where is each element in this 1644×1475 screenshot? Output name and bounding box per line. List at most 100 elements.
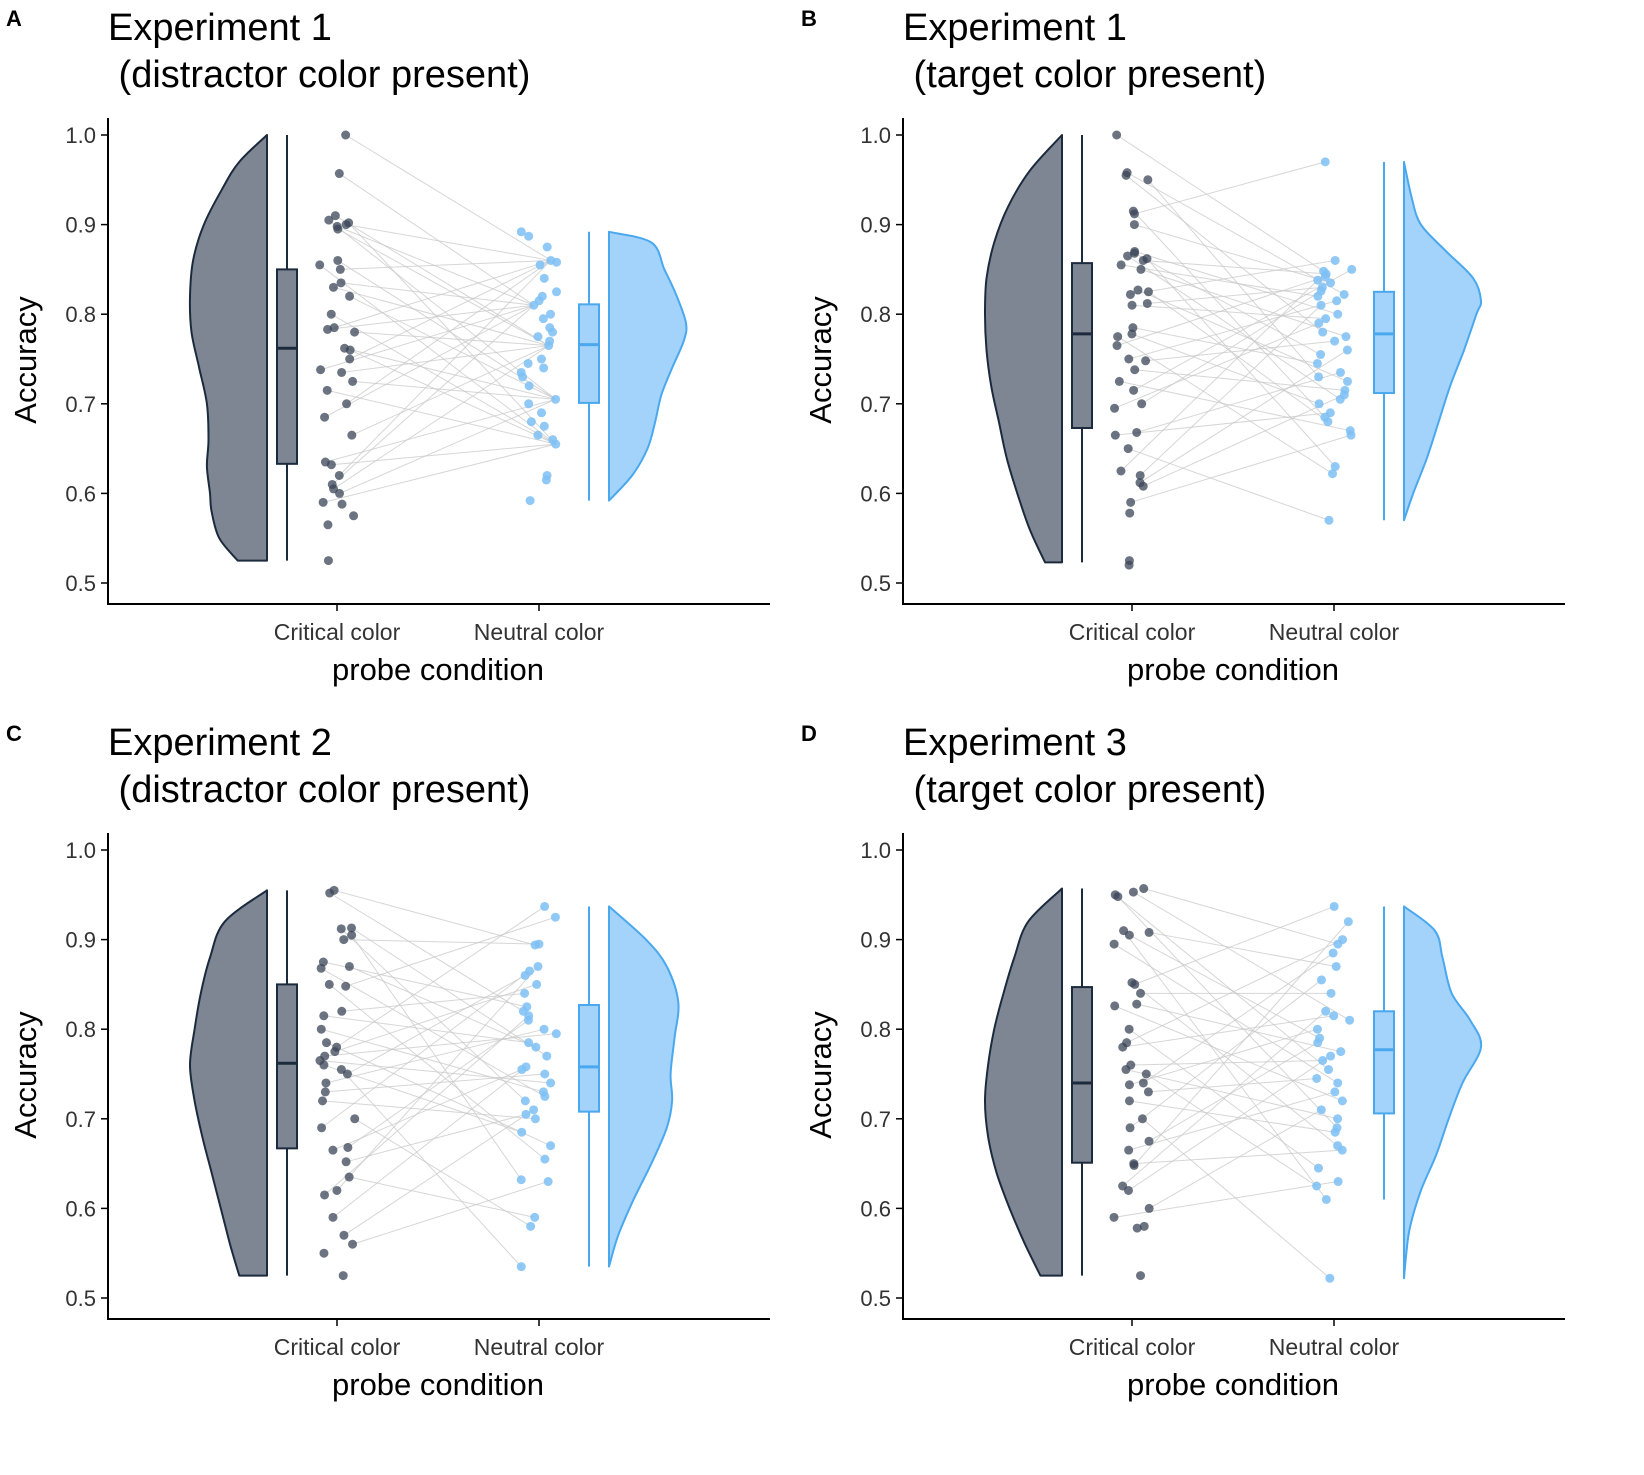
pair-line — [346, 260, 552, 405]
data-point-critical — [347, 923, 357, 933]
data-point-neutral — [518, 372, 528, 382]
data-point-critical — [324, 215, 334, 225]
pair-line — [1146, 258, 1336, 467]
pair-line — [1128, 1091, 1335, 1151]
pair-line — [1117, 896, 1338, 1129]
chart-title-line2: (distractor color present) — [108, 769, 530, 811]
data-point-neutral — [530, 940, 540, 950]
data-point-critical — [1110, 403, 1120, 413]
data-point-neutral — [529, 1105, 539, 1115]
data-point-neutral — [1336, 367, 1346, 377]
data-point-neutral — [538, 314, 548, 324]
pair-line — [1129, 934, 1320, 1039]
violin-critical — [189, 889, 268, 1277]
data-point-neutral — [1336, 1047, 1346, 1057]
chart-title-line1: Experiment 1 — [108, 7, 332, 49]
data-point-critical — [333, 255, 343, 265]
data-point-critical — [1132, 1223, 1142, 1233]
pair-line — [325, 1073, 545, 1093]
pair-line — [349, 259, 552, 360]
pair-line — [343, 1109, 534, 1236]
pair-line — [337, 228, 549, 346]
data-point-critical — [1139, 1221, 1149, 1231]
data-point-critical — [348, 376, 358, 386]
data-point-neutral — [1326, 988, 1336, 998]
points-critical — [1110, 130, 1153, 570]
data-point-neutral — [524, 381, 534, 391]
pair-line — [325, 1028, 545, 1084]
data-point-critical — [1133, 285, 1143, 295]
panel-label: A — [6, 6, 22, 31]
data-point-neutral — [533, 332, 543, 342]
pair-line — [354, 1118, 531, 1227]
x-tick-label: Neutral color — [474, 619, 605, 645]
y-tick-label: 0.9 — [65, 213, 96, 238]
data-point-neutral — [1343, 917, 1353, 927]
boxplot-neutral — [578, 231, 600, 501]
box-iqr — [1071, 986, 1093, 1164]
pair-line — [1145, 340, 1335, 362]
data-point-neutral — [1318, 1056, 1328, 1066]
box-iqr — [1373, 290, 1395, 395]
points-critical — [1109, 884, 1154, 1281]
data-point-critical — [1138, 255, 1148, 265]
pair-line — [1136, 371, 1341, 433]
panel-label: C — [6, 721, 22, 746]
data-point-critical — [1137, 1114, 1147, 1124]
data-point-critical — [1144, 1136, 1154, 1146]
pair-line — [349, 295, 556, 400]
data-point-neutral — [520, 1096, 530, 1106]
panel-a: A Experiment 1 (distractor color present)… — [6, 6, 770, 687]
data-point-neutral — [516, 1262, 526, 1272]
data-point-critical — [337, 1006, 347, 1016]
data-point-neutral — [548, 327, 558, 337]
pair-line — [1143, 888, 1338, 945]
data-point-neutral — [552, 257, 562, 267]
data-point-neutral — [1316, 1105, 1326, 1115]
data-point-neutral — [523, 1015, 533, 1025]
data-point-neutral — [1346, 430, 1356, 440]
pair-line — [1143, 259, 1327, 275]
data-point-critical — [338, 1271, 348, 1281]
violin-critical — [188, 134, 268, 562]
panel-d: D Experiment 3 (target color present) 0.5 0… — [801, 721, 1565, 1402]
data-point-critical — [1124, 1145, 1134, 1155]
data-point-critical — [342, 1069, 352, 1079]
data-point-critical — [1116, 260, 1126, 270]
violin-neutral — [608, 230, 688, 502]
data-point-neutral — [1328, 469, 1338, 479]
data-point-critical — [1136, 1271, 1146, 1281]
data-point-critical — [1138, 481, 1148, 491]
pair-line — [333, 345, 549, 490]
y-tick-label: 0.6 — [860, 1196, 891, 1221]
data-point-critical — [1144, 1203, 1154, 1213]
chart-title-line2: (target color present) — [903, 769, 1266, 811]
data-point-neutral — [1313, 1163, 1323, 1173]
pair-line — [325, 398, 556, 463]
data-point-neutral — [1333, 1114, 1343, 1124]
boxplot-critical — [1071, 888, 1093, 1276]
data-point-neutral — [539, 1024, 549, 1034]
data-point-neutral — [1313, 1038, 1323, 1048]
data-point-neutral — [1330, 1127, 1340, 1137]
data-point-critical — [324, 979, 334, 989]
y-tick-label: 0.6 — [65, 481, 96, 506]
data-point-critical — [1141, 1069, 1151, 1079]
data-point-neutral — [524, 399, 534, 409]
pair-line — [1122, 1010, 1327, 1187]
data-point-critical — [339, 935, 349, 945]
data-point-neutral — [1312, 1024, 1322, 1034]
pair-line — [334, 259, 552, 329]
data-point-neutral — [1320, 157, 1330, 167]
data-point-critical — [344, 961, 354, 971]
data-point-neutral — [1321, 314, 1331, 324]
data-point-critical — [343, 1142, 353, 1152]
data-point-critical — [330, 211, 340, 221]
pair-line — [1126, 172, 1345, 295]
data-point-neutral — [521, 1109, 531, 1119]
pair-line — [1130, 259, 1336, 295]
boxplot-neutral — [1373, 906, 1395, 1200]
pair-line — [1116, 134, 1324, 272]
data-point-neutral — [551, 1029, 561, 1039]
